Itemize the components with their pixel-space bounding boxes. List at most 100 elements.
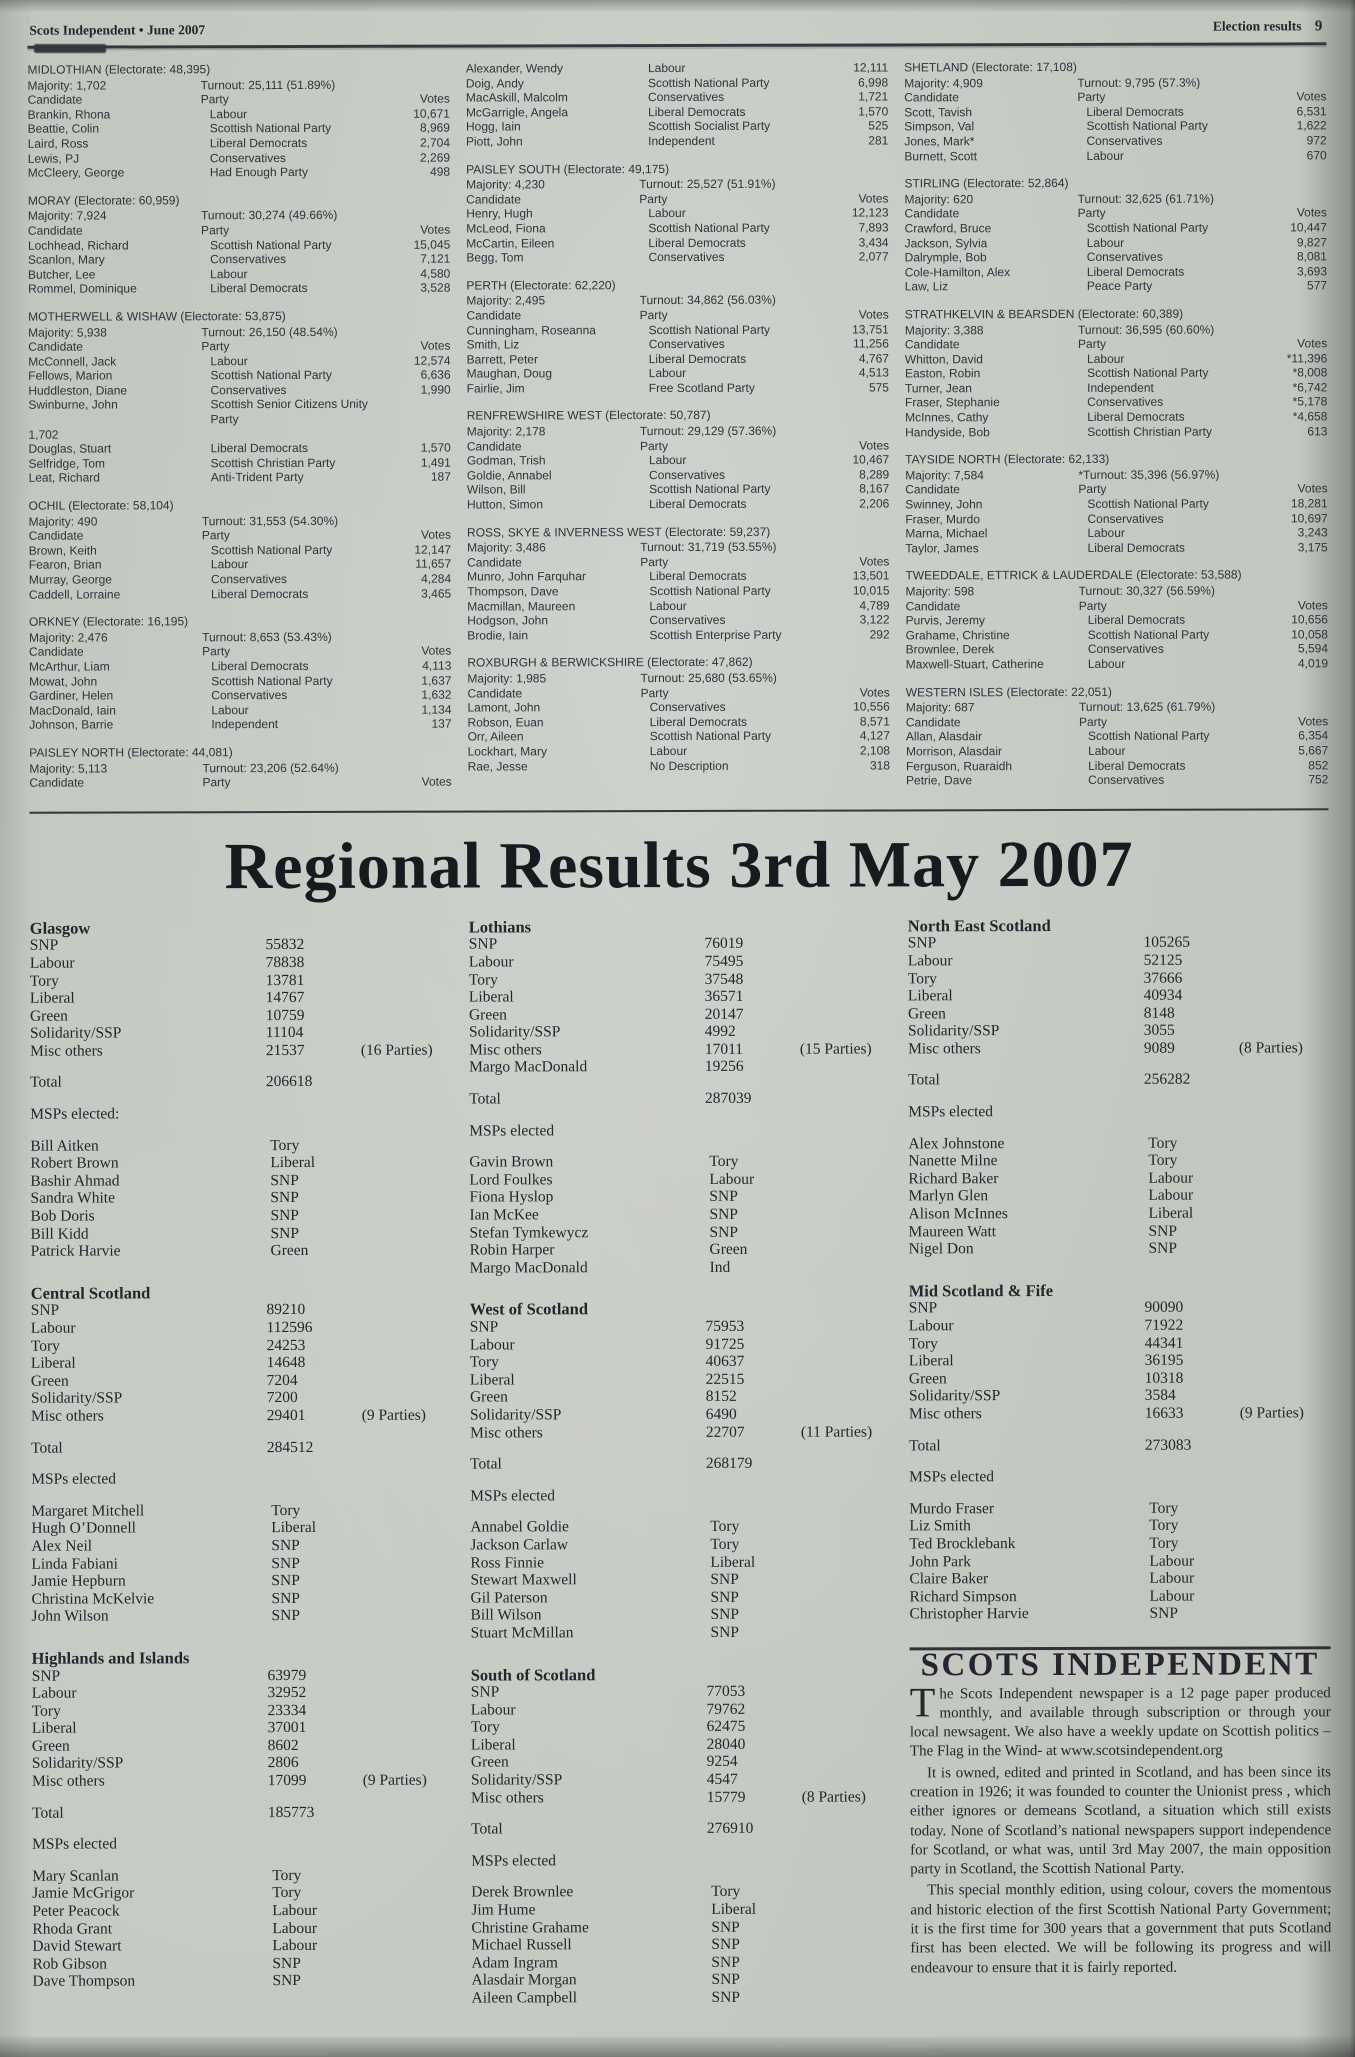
turnout-value: Turnout: 31,719 (53.55%) (640, 539, 777, 555)
votes-header: Votes (1297, 336, 1328, 351)
constituency-block: ORKNEY (Electorate: 16,195) Majority: 2,4… (29, 614, 452, 733)
party-name: Scottish National Party (648, 220, 770, 236)
result-row: Scanlon, Mary Conservatives 7,121 (28, 252, 450, 268)
party-name: Labour (1087, 656, 1126, 671)
turnout-value: Turnout: 34,862 (56.03%) (639, 293, 776, 308)
party-label: Green (468, 1006, 507, 1024)
party-count-note (802, 1718, 892, 1736)
msp-party: SNP (1148, 1222, 1177, 1240)
result-row: Godman, Trish Labour 10,467 (467, 453, 889, 469)
candidate-name: Laird, Ross (27, 136, 89, 151)
majority-value: Majority: 4,230 (466, 177, 545, 192)
msp-row: Christina McKelvie SNP (31, 1589, 452, 1608)
total-votes: 287039 (704, 1089, 752, 1107)
result-row: Brown, Keith Scottish National Party 12,14… (29, 542, 451, 558)
result-row: Doig, Andy Scottish National Party 6,998 (466, 75, 888, 91)
party-name: Labour (647, 60, 686, 76)
votes-value: 10,447 (1290, 220, 1327, 235)
result-row: Maughan, Doug Labour 4,513 (467, 366, 889, 382)
msp-row: Nigel Don SNP (909, 1240, 1330, 1259)
party-name: Labour (648, 366, 687, 381)
region-party-row: Misc others 17099 (9 Parties) (32, 1772, 453, 1791)
party-count-note (361, 971, 451, 989)
region-party-row: Green 20147 (469, 1005, 890, 1024)
votes-header: Votes (1297, 481, 1328, 496)
party-count-note (1240, 1369, 1330, 1387)
party-name: Scottish National Party (1087, 496, 1209, 511)
party-votes: 19256 (704, 1058, 744, 1076)
party-count-note (802, 1700, 892, 1718)
result-row: Huddleston, Diane Conservatives 1,990 (28, 382, 450, 398)
candidate-header: Candidate (466, 439, 522, 454)
result-row: Gardiner, Helen Conservatives 1,632 (29, 688, 451, 704)
votes-value: 1,632 (421, 687, 452, 702)
turnout-value: Turnout: 30,274 (49.66%) (200, 208, 338, 223)
msp-name: David Stewart (32, 1937, 122, 1955)
region-party-row: Solidarity/SSP 3584 (909, 1387, 1330, 1406)
party-name: Independent (211, 717, 279, 732)
candidate-name: Jones, Mark* (904, 134, 975, 149)
result-row: Alexander, Wendy Labour 12,111 (466, 60, 888, 76)
result-row: Lamont, John Conservatives 10,556 (467, 700, 889, 716)
party-label: Misc others (908, 1040, 981, 1058)
party-name: Labour (1086, 148, 1124, 163)
votes-value: 187 (430, 470, 451, 485)
majority-turnout-line: Majority: 598 Turnout: 30,327 (56.59%) (905, 583, 1327, 599)
result-row: Turner, Jean Independent *6,742 (905, 380, 1327, 396)
region-party-row: Green 10318 (909, 1369, 1330, 1388)
votes-value: 5,594 (1297, 641, 1329, 656)
result-row: Selfridge, Tom Scottish Christian Party 1,… (29, 455, 451, 471)
party-votes: 10318 (1144, 1369, 1184, 1387)
votes-value: 1,570 (858, 104, 889, 119)
candidate-name: Caddell, Lorraine (28, 587, 121, 602)
majority-turnout-line: Majority: 620 Turnout: 32,625 (61.71%) (904, 191, 1326, 207)
msp-name: Fiona Hyslop (469, 1188, 554, 1206)
result-row: MacDonald, Iain Labour 1,134 (29, 702, 451, 718)
party-header: Party (1077, 206, 1106, 221)
region-total-row: Total 284512 (31, 1438, 452, 1457)
votes-value: 3,122 (859, 612, 890, 627)
region-party-row: Solidarity/SSP 11104 (30, 1024, 451, 1043)
msp-party: SNP (1149, 1605, 1178, 1623)
party-header: Party (639, 307, 668, 323)
party-name: Liberal Democrats (648, 104, 746, 119)
column-header-row: Candidate Party Votes (28, 339, 450, 355)
party-name: Liberal Democrats (649, 569, 747, 584)
party-label: Green (469, 1388, 508, 1406)
candidate-name: Goldie, Annabel (466, 468, 552, 483)
region-title: West of Scotland (469, 1299, 589, 1319)
party-label: Liberal (469, 1371, 515, 1389)
party-label: Solidarity/SSP (468, 1023, 561, 1041)
party-name: Scottish National Party (649, 482, 771, 497)
top-col-0: MIDLOTHIAN (Electorate: 48,395) Majority:… (27, 62, 451, 804)
party-name: Labour (1087, 526, 1125, 541)
party-name: Liberal Democrats (210, 586, 309, 601)
party-count-note (361, 1006, 451, 1024)
candidate-name: Butcher, Lee (28, 267, 96, 282)
party-count-note (801, 1317, 891, 1335)
candidate-name: Maxwell-Stuart, Catherine (905, 657, 1044, 672)
votes-value: 4,513 (858, 365, 889, 380)
majority-turnout-line: Majority: 687 Turnout: 13,625 (61.79%) (906, 699, 1328, 715)
msp-party: SNP (270, 1224, 299, 1242)
party-label: Green (470, 1753, 509, 1772)
votes-value: 137 (431, 716, 452, 731)
party-label: Labour (469, 1336, 515, 1354)
msp-name: Dave Thompson (32, 1972, 136, 1991)
party-votes: 79762 (706, 1700, 746, 1718)
party-name: Conservatives (649, 613, 726, 628)
region-party-row: Solidarity/SSP 7200 (31, 1389, 452, 1408)
majority-value: Majority: 5,113 (29, 761, 108, 776)
section-title: Election results (1212, 18, 1302, 34)
msp-party: Labour (1148, 1169, 1194, 1187)
party-votes: 36571 (704, 987, 744, 1006)
msp-name: Christopher Harvie (909, 1605, 1029, 1623)
party-name: Liberal Democrats (648, 235, 746, 250)
region-total-row: Total 206618 (30, 1073, 451, 1092)
result-row: Whitton, David Labour *11,396 (905, 351, 1327, 367)
votes-value: 752 (1308, 772, 1329, 787)
party-votes: 16633 (1144, 1404, 1184, 1422)
party-votes: 9254 (706, 1753, 738, 1771)
result-row: Burnett, Scott Labour 670 (904, 148, 1326, 164)
msp-name: Claire Baker (909, 1570, 989, 1588)
